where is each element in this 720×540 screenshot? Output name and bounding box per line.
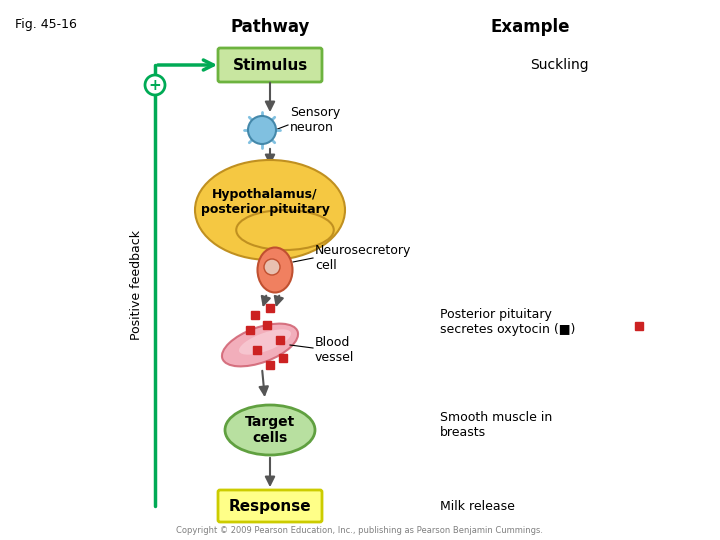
Text: Neurosecretory
cell: Neurosecretory cell [315, 244, 411, 272]
Text: Milk release: Milk release [440, 500, 515, 512]
FancyBboxPatch shape [218, 490, 322, 522]
Bar [279, 354, 287, 362]
Text: Stimulus: Stimulus [233, 57, 307, 72]
Circle shape [264, 259, 280, 275]
Text: Positive feedback: Positive feedback [130, 231, 143, 341]
Ellipse shape [195, 160, 345, 260]
FancyBboxPatch shape [218, 48, 322, 82]
Bar [276, 336, 284, 344]
Bar [266, 304, 274, 312]
Text: Response: Response [229, 498, 311, 514]
Bar [251, 311, 259, 319]
Text: Fig. 45-16: Fig. 45-16 [15, 18, 77, 31]
Ellipse shape [258, 247, 292, 293]
Text: Example: Example [490, 18, 570, 36]
Text: Pathway: Pathway [230, 18, 310, 36]
Text: Suckling: Suckling [530, 58, 589, 72]
Ellipse shape [222, 323, 298, 367]
Text: Target
cells: Target cells [245, 415, 295, 445]
Text: +: + [148, 78, 161, 92]
Bar [253, 346, 261, 354]
Bar [263, 321, 271, 329]
Ellipse shape [236, 210, 334, 250]
Circle shape [248, 116, 276, 144]
Bar [246, 326, 254, 334]
Text: Blood
vessel: Blood vessel [315, 336, 354, 364]
Text: Smooth muscle in
breasts: Smooth muscle in breasts [440, 411, 552, 439]
Ellipse shape [225, 405, 315, 455]
Circle shape [145, 75, 165, 95]
Text: Posterior pituitary
secretes oxytocin (■): Posterior pituitary secretes oxytocin (■… [440, 308, 575, 336]
Text: Copyright © 2009 Pearson Education, Inc., publishing as Pearson Benjamin Cumming: Copyright © 2009 Pearson Education, Inc.… [176, 526, 544, 535]
Ellipse shape [239, 329, 291, 355]
Text: Hypothalamus/
posterior pituitary: Hypothalamus/ posterior pituitary [201, 188, 330, 216]
Bar [266, 361, 274, 369]
Text: Sensory
neuron: Sensory neuron [290, 106, 341, 134]
Bar [635, 322, 643, 330]
